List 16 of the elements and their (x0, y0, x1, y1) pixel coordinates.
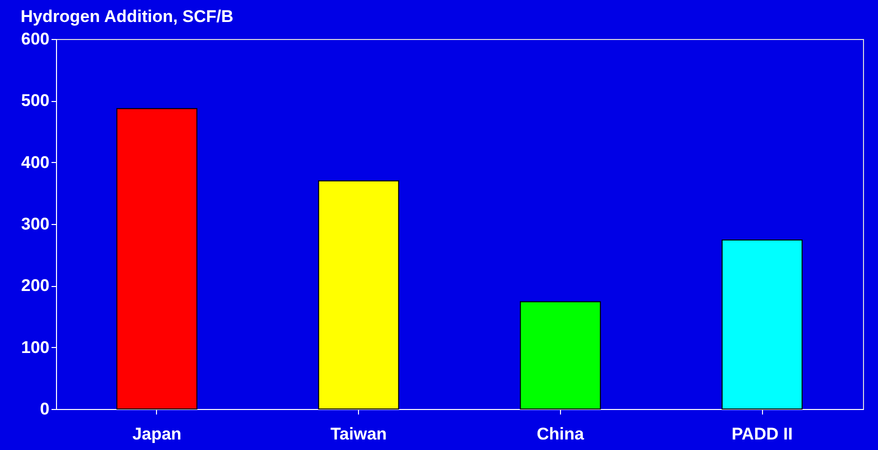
x-tick-label: Japan (132, 424, 182, 444)
y-tick-label: 400 (21, 152, 50, 172)
y-tick-label: 0 (40, 400, 50, 418)
bar (520, 301, 601, 410)
y-tick-label: 300 (21, 214, 50, 234)
x-tick-label: PADD II (732, 424, 793, 444)
x-tick-label: China (536, 424, 585, 444)
chart-title: Hydrogen Addition, SCF/B (20, 7, 234, 26)
bar (116, 108, 198, 410)
y-tick-label: 600 (21, 30, 50, 48)
y-tick-label: 500 (21, 91, 50, 110)
bar (722, 240, 803, 410)
bar (318, 180, 400, 410)
y-tick-label: 100 (21, 338, 50, 357)
x-tick-label: Taiwan (330, 424, 387, 444)
y-tick-label: 200 (21, 276, 50, 296)
